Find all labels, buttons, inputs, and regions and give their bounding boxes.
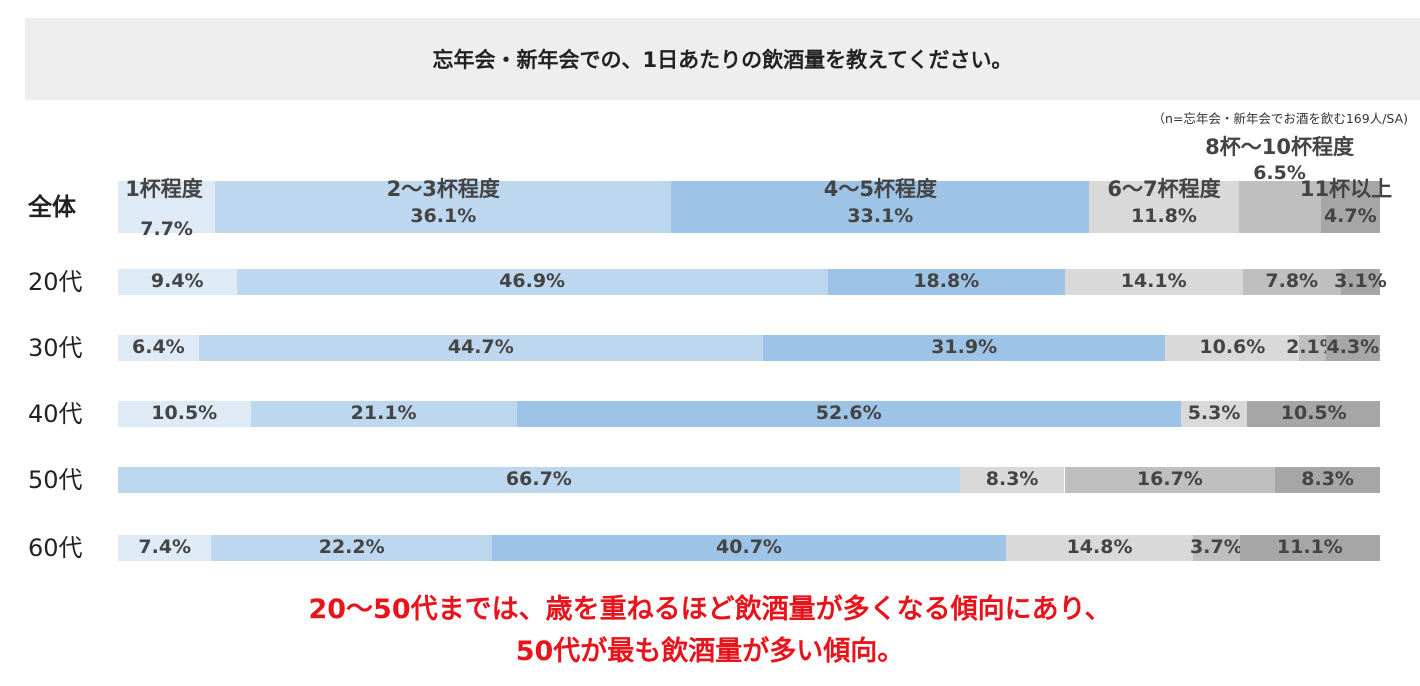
bar-segment-0-5 — [1320, 181, 1380, 233]
sample-note: （n=忘年会・新年会でお酒を飲む169人/SA) — [1152, 111, 1408, 126]
category-label-1: 2～3杯程度 — [386, 177, 500, 201]
data-label-2-4: 2.1% — [1286, 336, 1339, 358]
bar-segment-2-5 — [1325, 335, 1380, 361]
bar-segment-2-4 — [1299, 335, 1326, 361]
data-label-2-1: 44.7% — [447, 336, 514, 358]
data-label-2-3: 10.6% — [1199, 336, 1266, 358]
bar-segment-1-0 — [118, 269, 237, 295]
row-label-1: 20代 — [28, 268, 83, 296]
data-label-5-5: 11.1% — [1276, 536, 1343, 558]
data-label-5-3: 14.8% — [1066, 536, 1133, 558]
bar-segment-1-3 — [1064, 269, 1243, 295]
data-label-3-1: 21.1% — [350, 402, 417, 424]
bar-segment-0-1 — [215, 181, 672, 233]
data-label-2-0: 6.4% — [132, 336, 185, 358]
data-label-2-5: 4.3% — [1326, 336, 1380, 358]
data-label-0-3: 11.8% — [1131, 205, 1197, 227]
category-label-3: 6～7杯程度 — [1107, 177, 1221, 201]
data-label-1-1: 46.9% — [499, 270, 566, 292]
data-label-1-5: 3.1% — [1334, 270, 1387, 292]
bar-segment-5-1 — [211, 535, 492, 561]
bar-segment-4-1 — [118, 467, 960, 493]
bar-segment-3-3 — [1180, 401, 1248, 427]
category-label-5: 11杯以上 — [1299, 177, 1393, 201]
row-label-3: 40代 — [28, 400, 83, 428]
data-label-1-3: 14.1% — [1120, 270, 1187, 292]
data-label-3-0: 10.5% — [151, 402, 218, 424]
data-label-4-5: 8.3% — [1301, 468, 1354, 490]
data-label-5-0: 7.4% — [138, 536, 192, 558]
row-label-2: 30代 — [28, 334, 83, 362]
data-label-1-4: 7.8% — [1265, 270, 1319, 292]
bar-segment-2-0 — [118, 335, 199, 361]
data-label-4-4: 16.7% — [1136, 468, 1203, 490]
bar-segment-3-2 — [516, 401, 1181, 427]
data-label-3-2: 52.6% — [815, 402, 882, 424]
row-label-0: 全体 — [28, 193, 76, 221]
conclusion-line-1: 20～50代までは、歳を重ねるほど飲酒量が多くなる傾向にあり、 — [308, 594, 1112, 625]
row-label-4: 50代 — [28, 466, 83, 494]
bar-segment-3-5 — [1247, 401, 1380, 427]
row-label-5: 60代 — [28, 534, 83, 562]
bar-segment-0-3 — [1089, 181, 1239, 233]
data-label-0-0: 7.7% — [140, 218, 193, 240]
bar-segment-3-0 — [118, 401, 251, 427]
bar-segment-2-2 — [762, 335, 1166, 361]
data-label-0-1: 36.1% — [410, 205, 477, 227]
bar-segment-0-0 — [118, 181, 216, 233]
bar-segment-2-3 — [1165, 335, 1300, 361]
bar-segment-5-4 — [1193, 535, 1240, 561]
category-label-4: 8杯～10杯程度 — [1205, 135, 1354, 159]
bar-segment-0-2 — [671, 181, 1090, 233]
bar-segment-3-1 — [250, 401, 517, 427]
bar-segment-2-1 — [198, 335, 763, 361]
data-label-1-0: 9.4% — [150, 270, 204, 292]
bar-segment-5-0 — [118, 535, 212, 561]
bar-segment-4-3 — [959, 467, 1065, 493]
chart-title: 忘年会・新年会での、1日あたりの飲酒量を教えてください。 — [432, 48, 1013, 72]
data-label-5-2: 40.7% — [716, 536, 782, 558]
data-label-5-4: 3.7% — [1190, 536, 1243, 558]
data-label-2-2: 31.9% — [931, 336, 998, 358]
bar-segment-1-1 — [236, 269, 828, 295]
bar-segment-1-5 — [1340, 269, 1380, 295]
category-label-0: 1杯程度 — [125, 177, 203, 201]
chart-title-band: 忘年会・新年会での、1日あたりの飲酒量を教えてください。 — [25, 18, 1420, 100]
data-label-0-5: 4.7% — [1323, 205, 1377, 227]
bar-segment-1-4 — [1242, 269, 1341, 295]
data-label-4-3: 8.3% — [985, 468, 1039, 490]
bar-segment-4-4 — [1064, 467, 1276, 493]
conclusion-line-2: 50代が最も飲酒量が多い傾向。 — [515, 636, 905, 667]
bar-segment-5-5 — [1239, 535, 1380, 561]
data-label-4-1: 66.7% — [505, 468, 572, 490]
data-label-1-2: 18.8% — [913, 270, 980, 292]
bar-segment-4-5 — [1275, 467, 1380, 493]
bar-segment-1-2 — [827, 269, 1065, 295]
bar-segment-0-4 — [1238, 181, 1321, 233]
data-label-5-1: 22.2% — [318, 536, 385, 558]
data-label-3-5: 10.5% — [1280, 402, 1347, 424]
data-label-0-2: 33.1% — [847, 205, 914, 227]
bar-segment-5-2 — [491, 535, 1007, 561]
bar-segment-5-3 — [1006, 535, 1194, 561]
data-label-0-4: 6.5% — [1253, 162, 1306, 184]
data-label-3-3: 5.3% — [1187, 402, 1241, 424]
category-label-2: 4～5杯程度 — [823, 177, 937, 201]
